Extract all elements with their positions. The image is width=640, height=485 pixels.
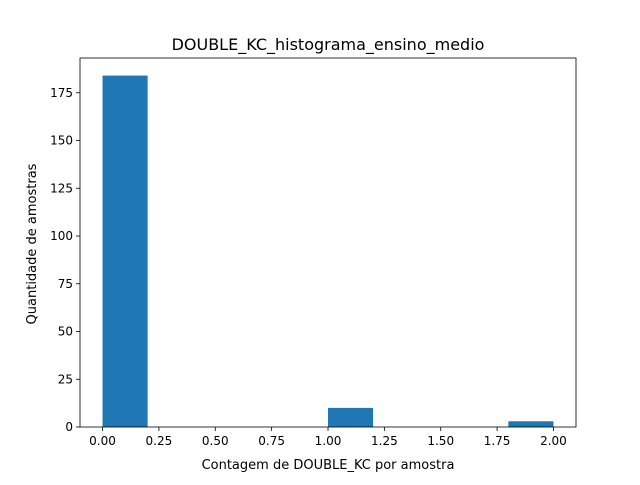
y-tick-label: 100: [50, 229, 73, 243]
y-tick-label: 75: [58, 277, 73, 291]
x-tick-label: 0.00: [89, 434, 116, 448]
y-tick-label: 150: [50, 134, 73, 148]
x-tick-label: 0.75: [258, 434, 285, 448]
y-tick-label: 125: [50, 181, 73, 195]
y-tick-label: 0: [65, 420, 73, 434]
histogram-bar-0: [102, 75, 148, 428]
y-axis-ticks: 0 25 50 75 100 125 150 175: [50, 86, 80, 434]
x-tick-label: 1.50: [427, 434, 454, 448]
x-tick-label: 1.25: [371, 434, 398, 448]
x-tick-label: 2.00: [540, 434, 567, 448]
y-tick-label: 175: [50, 86, 73, 100]
x-tick-label: 1.75: [484, 434, 511, 448]
y-tick-label: 25: [58, 372, 73, 386]
histogram-bar-5: [328, 407, 374, 427]
y-axis-label: Quantidade de amostras: [25, 163, 40, 324]
histogram-bar-9: [508, 421, 554, 427]
x-tick-label: 0.50: [202, 434, 229, 448]
x-axis-ticks: 0.00 0.25 0.50 0.75 1.00 1.25 1.50 1.75 2.00: [89, 427, 567, 448]
bars-group: [102, 75, 554, 428]
x-axis-label: Contagem de DOUBLE_KC por amostra: [202, 458, 455, 473]
x-tick-label: 1.00: [315, 434, 342, 448]
plot-frame: [79, 57, 577, 428]
chart-title: DOUBLE_KC_histograma_ensino_medio: [172, 35, 485, 55]
y-tick-label: 50: [58, 325, 73, 339]
x-tick-label: 0.25: [146, 434, 173, 448]
